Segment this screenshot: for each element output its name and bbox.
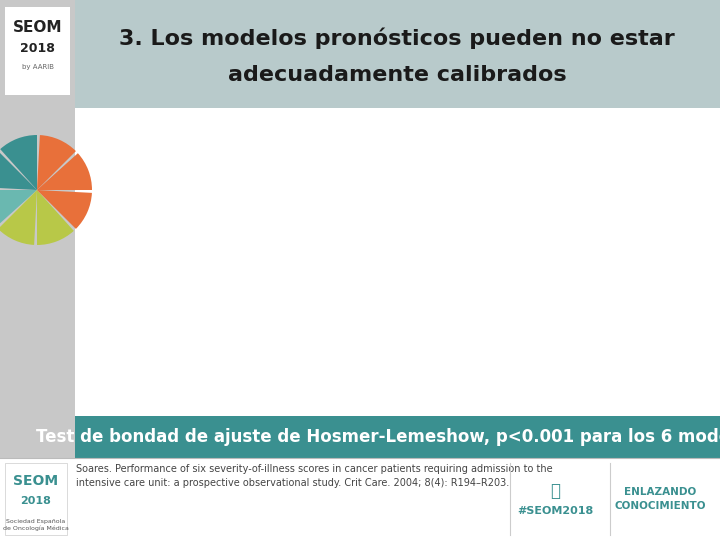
Bar bbox=[647, 240, 658, 243]
Bar bbox=[0, 458, 720, 540]
Bar bbox=[553, 235, 564, 243]
Bar bbox=[392, 386, 403, 392]
Y-axis label: HOSPITAL MORTALITY (%): HOSPITAL MORTALITY (%) bbox=[212, 298, 217, 361]
Bar bbox=[294, 239, 305, 243]
Text: adecuadamente calibrados: adecuadamente calibrados bbox=[228, 65, 567, 85]
Bar bbox=[122, 209, 132, 243]
Bar bbox=[138, 219, 148, 243]
Bar bbox=[458, 388, 469, 392]
Text: →APACHE: →APACHE bbox=[80, 249, 104, 254]
Bar bbox=[521, 231, 532, 243]
Text: →SAPS: →SAPS bbox=[534, 249, 550, 254]
Bar bbox=[200, 232, 211, 243]
Bar bbox=[616, 239, 626, 243]
X-axis label: PREDICTED MORTALITY (%): PREDICTED MORTALITY (%) bbox=[364, 403, 431, 408]
Text: →APACHE II: →APACHE II bbox=[146, 249, 174, 254]
X-axis label: PREDICTED MORTALITY (%): PREDICTED MORTALITY (%) bbox=[204, 254, 270, 259]
Bar bbox=[75, 416, 720, 458]
Bar bbox=[168, 227, 179, 243]
Y-axis label: NUMBER OF PATIENTS: NUMBER OF PATIENTS bbox=[579, 302, 584, 356]
Text: 2018: 2018 bbox=[21, 496, 51, 506]
Bar bbox=[428, 227, 438, 243]
Bar bbox=[75, 0, 720, 108]
Bar bbox=[260, 348, 271, 392]
Bar bbox=[356, 242, 368, 243]
Bar bbox=[557, 391, 568, 392]
Text: →APACHE III: →APACHE III bbox=[343, 249, 373, 254]
Text: →APACHE: →APACHE bbox=[402, 249, 425, 254]
X-axis label: PREDICTED MORTALITY (%): PREDICTED MORTALITY (%) bbox=[525, 254, 592, 259]
Y-axis label: HOSPITAL MORTALITY (%): HOSPITAL MORTALITY (%) bbox=[59, 144, 64, 206]
Text: 2018: 2018 bbox=[20, 43, 55, 56]
Text: →APACHE III: →APACHE III bbox=[277, 249, 307, 254]
Text: Sociedad Española
de Oncología Médica: Sociedad Española de Oncología Médica bbox=[3, 519, 69, 531]
Wedge shape bbox=[37, 153, 92, 190]
Bar bbox=[678, 241, 689, 243]
Bar bbox=[263, 238, 274, 243]
Bar bbox=[388, 242, 399, 243]
Bar bbox=[584, 238, 595, 243]
Bar bbox=[524, 391, 536, 392]
Text: SEOM: SEOM bbox=[13, 19, 62, 35]
Text: by AARIB: by AARIB bbox=[22, 64, 53, 70]
Bar bbox=[75, 0, 720, 540]
Y-axis label: HOSPITAL MORTALITY (%): HOSPITAL MORTALITY (%) bbox=[381, 144, 386, 206]
Bar bbox=[425, 387, 436, 392]
Bar bbox=[5, 463, 67, 535]
Text: Test de bondad de ajuste de Hosmer-Lemeshow, p<0.001 para los 6 modelos: Test de bondad de ajuste de Hosmer-Lemes… bbox=[37, 428, 720, 446]
Wedge shape bbox=[0, 151, 37, 190]
Text: 3. Los modelos pronósticos pueden no estar: 3. Los modelos pronósticos pueden no est… bbox=[119, 27, 675, 49]
Wedge shape bbox=[0, 135, 37, 190]
Bar bbox=[491, 389, 503, 392]
Bar bbox=[90, 127, 102, 243]
Bar bbox=[490, 224, 501, 243]
Y-axis label: NUMBER OF PATIENTS: NUMBER OF PATIENTS bbox=[410, 148, 415, 202]
Text: Soares. Performance of six severity-of-illness scores in cancer patients requiri: Soares. Performance of six severity-of-i… bbox=[76, 464, 553, 488]
Text: →SAPS II: →SAPS II bbox=[599, 249, 620, 254]
Bar bbox=[325, 380, 337, 392]
Wedge shape bbox=[0, 190, 37, 227]
Text: ENLAZANDO
CONOCIMIENTO: ENLAZANDO CONOCIMIENTO bbox=[614, 488, 706, 511]
Bar bbox=[459, 220, 469, 243]
Bar bbox=[243, 280, 255, 392]
Bar bbox=[292, 373, 305, 392]
Text: →SAPS III: →SAPS III bbox=[371, 399, 394, 403]
Bar bbox=[231, 235, 242, 243]
Text: →APACHE: →APACHE bbox=[233, 399, 256, 403]
Bar bbox=[106, 188, 117, 243]
Bar bbox=[276, 367, 288, 392]
Text: SEOM: SEOM bbox=[14, 474, 58, 488]
Text: →APACHE III: →APACHE III bbox=[212, 249, 241, 254]
Text: →SAPS III: →SAPS III bbox=[510, 399, 533, 403]
Text: →APACHE II: →APACHE II bbox=[441, 399, 469, 403]
Wedge shape bbox=[0, 190, 37, 245]
Text: #SEOM2018: #SEOM2018 bbox=[517, 506, 593, 516]
Wedge shape bbox=[37, 190, 74, 245]
Bar bbox=[359, 383, 370, 392]
Text: →SAPS III: →SAPS III bbox=[665, 249, 688, 254]
Bar bbox=[0, 0, 75, 540]
Bar bbox=[5, 7, 70, 95]
Bar bbox=[325, 240, 336, 243]
Text: →MPM II: →MPM II bbox=[302, 399, 322, 403]
Bar bbox=[709, 241, 720, 243]
Wedge shape bbox=[37, 135, 76, 190]
Text: 🐦: 🐦 bbox=[550, 482, 560, 500]
Text: →MPM: →MPM bbox=[467, 249, 483, 254]
Wedge shape bbox=[37, 190, 92, 229]
